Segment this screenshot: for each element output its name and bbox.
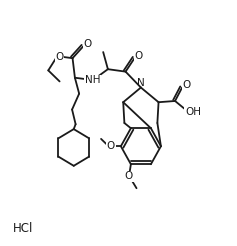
Text: OH: OH: [185, 107, 201, 117]
Text: O: O: [125, 171, 133, 182]
Text: O: O: [55, 52, 64, 62]
Text: O: O: [83, 39, 91, 49]
Text: NH: NH: [85, 75, 100, 85]
Text: O: O: [107, 141, 115, 151]
Text: O: O: [182, 80, 191, 90]
Text: O: O: [135, 51, 143, 61]
Text: N: N: [137, 78, 145, 88]
Text: HCl: HCl: [13, 222, 33, 235]
